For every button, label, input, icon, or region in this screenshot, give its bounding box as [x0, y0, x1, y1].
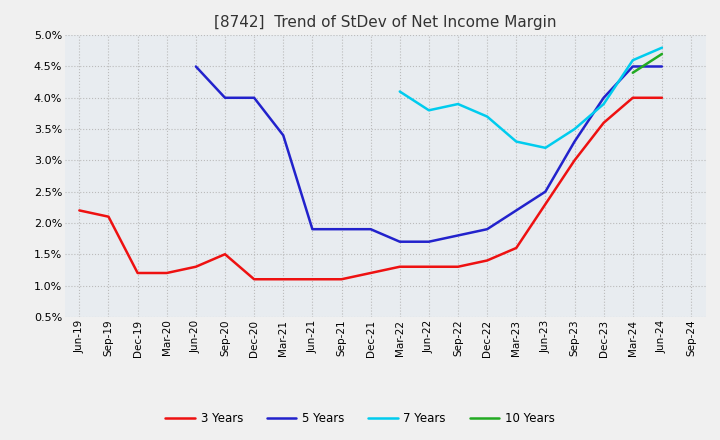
5 Years [483, 227, 492, 232]
7 Years [629, 58, 637, 63]
3 Years [483, 258, 492, 263]
7 Years [395, 89, 404, 94]
3 Years [250, 277, 258, 282]
5 Years [192, 64, 200, 69]
3 Years [192, 264, 200, 269]
7 Years [541, 145, 550, 150]
5 Years [599, 95, 608, 100]
5 Years [512, 208, 521, 213]
5 Years [541, 189, 550, 194]
3 Years [220, 252, 229, 257]
5 Years [395, 239, 404, 244]
3 Years [599, 120, 608, 125]
3 Years [541, 202, 550, 207]
3 Years [570, 158, 579, 163]
7 Years [425, 108, 433, 113]
3 Years [366, 270, 375, 275]
5 Years [250, 95, 258, 100]
5 Years [629, 64, 637, 69]
3 Years [512, 246, 521, 251]
Line: 3 Years: 3 Years [79, 98, 662, 279]
Line: 10 Years: 10 Years [633, 54, 662, 73]
3 Years [657, 95, 666, 100]
3 Years [629, 95, 637, 100]
3 Years [104, 214, 113, 219]
7 Years [599, 101, 608, 106]
7 Years [454, 101, 462, 106]
7 Years [657, 45, 666, 50]
3 Years [395, 264, 404, 269]
5 Years [425, 239, 433, 244]
Legend: 3 Years, 5 Years, 7 Years, 10 Years: 3 Years, 5 Years, 7 Years, 10 Years [161, 407, 559, 430]
5 Years [220, 95, 229, 100]
3 Years [454, 264, 462, 269]
Line: 5 Years: 5 Years [196, 66, 662, 242]
5 Years [570, 139, 579, 144]
3 Years [163, 270, 171, 275]
10 Years [657, 51, 666, 57]
3 Years [75, 208, 84, 213]
Line: 7 Years: 7 Years [400, 48, 662, 148]
3 Years [425, 264, 433, 269]
3 Years [279, 277, 287, 282]
Title: [8742]  Trend of StDev of Net Income Margin: [8742] Trend of StDev of Net Income Marg… [214, 15, 557, 30]
5 Years [308, 227, 317, 232]
5 Years [279, 133, 287, 138]
10 Years [629, 70, 637, 75]
5 Years [657, 64, 666, 69]
5 Years [337, 227, 346, 232]
7 Years [512, 139, 521, 144]
3 Years [308, 277, 317, 282]
5 Years [454, 233, 462, 238]
7 Years [570, 126, 579, 132]
5 Years [366, 227, 375, 232]
3 Years [337, 277, 346, 282]
3 Years [133, 270, 142, 275]
7 Years [483, 114, 492, 119]
